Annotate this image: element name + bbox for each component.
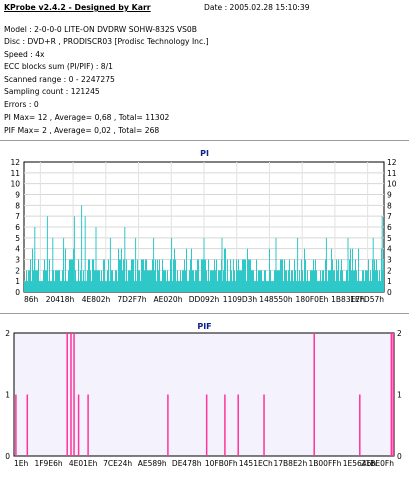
y-tick-label-left: 6 (15, 223, 20, 232)
y-tick-label-left: 5 (15, 234, 20, 243)
x-tick-label: 1B00FFh (308, 459, 341, 468)
y-tick-label-right: 2 (387, 266, 392, 275)
y-tick-label-left: 10 (10, 180, 20, 189)
ecc-line: ECC blocks sum (PI/PIF) : 8/1 (4, 62, 114, 71)
y-tick-label-left: 0 (5, 452, 10, 461)
pi-chart-panel: PI 0 0 1 1 2 2 3 3 4 4 5 5 6 6 7 7 8 8 9 9 10 10 11 11 12 12 86h 20… (0, 141, 409, 313)
x-tick-label: 1451ECh (239, 459, 273, 468)
range-line: Scanned range : 0 - 2247275 (4, 75, 115, 84)
x-tick-label: 1EFD57h (350, 295, 384, 304)
y-tick-label-left: 1 (5, 391, 10, 400)
plot-area (13, 332, 395, 457)
scan-date: Date : 2005.02.28 15:10:39 (204, 3, 310, 12)
y-tick-label-right: 7 (387, 212, 392, 221)
x-tick-label: 7D2F7h (117, 295, 146, 304)
x-tick-label: 7CE24h (103, 459, 132, 468)
y-tick-label-right: 2 (397, 329, 402, 338)
errors-line: Errors : 0 (4, 100, 39, 109)
y-tick-label-left: 8 (15, 201, 20, 210)
x-tick-label: AE020h (154, 295, 183, 304)
y-tick-label-left: 9 (15, 191, 20, 200)
pi-stats-line: PI Max= 12 , Average= 0,68 , Total= 1130… (4, 113, 170, 122)
sampling-line: Sampling count : 121245 (4, 87, 100, 96)
pif-chart-title: PIF (197, 322, 212, 331)
pi-chart-title: PI (200, 149, 209, 158)
x-tick-label: 86h (24, 295, 39, 304)
info-panel: KProbe v2.4.2 - Designed by Karr Date : … (0, 0, 409, 141)
y-tick-label-right: 11 (387, 169, 397, 178)
x-tick-label: 4E802h (82, 295, 111, 304)
app-title: KProbe v2.4.2 - Designed by Karr (4, 3, 151, 12)
y-tick-label-left: 7 (15, 212, 20, 221)
x-tick-label: 1F9E6h (34, 459, 62, 468)
x-tick-label: 180F0Eh (296, 295, 329, 304)
y-tick-label-right: 1 (387, 277, 392, 286)
x-tick-label: 1E5646h (343, 459, 377, 468)
model-line: Model : 2-0-0-0 LITE-ON DVDRW SOHW-832S … (4, 25, 197, 34)
y-tick-label-right: 5 (387, 234, 392, 243)
y-tick-label-right: 0 (397, 452, 402, 461)
y-tick-label-left: 0 (15, 288, 20, 297)
x-tick-label: 20418h (46, 295, 75, 304)
y-tick-label-right: 12 (387, 158, 397, 167)
y-tick-label-left: 1 (15, 277, 20, 286)
y-tick-label-right: 3 (387, 256, 392, 265)
y-tick-label-left: 4 (15, 245, 20, 254)
x-tick-label: 4E01Eh (69, 459, 98, 468)
separator (0, 313, 409, 314)
y-tick-label-right: 8 (387, 201, 392, 210)
x-tick-label: 10FB0Fh (205, 459, 238, 468)
separator (0, 140, 409, 141)
x-tick-label: 148550h (259, 295, 293, 304)
x-tick-label: 1109D3h (223, 295, 258, 304)
x-tick-label: DE478h (172, 459, 202, 468)
y-tick-label-left: 12 (10, 158, 20, 167)
y-tick-label-right: 0 (387, 288, 392, 297)
y-tick-label-right: 10 (387, 180, 397, 189)
y-tick-label-left: 2 (15, 266, 20, 275)
x-tick-label: 21BE0Fh (361, 459, 395, 468)
x-tick-label: 1B83E7h (331, 295, 365, 304)
pif-chart-panel: PIF 0 0 1 1 2 2 1Eh 1F9E6h 4E01Eh 7CE24h AE589h DE4… (0, 314, 409, 480)
y-tick-label-right: 4 (387, 245, 392, 254)
x-tick-label: 1Eh (14, 459, 29, 468)
pif-stats-line: PIF Max= 2 , Average= 0,02 , Total= 268 (4, 126, 160, 135)
y-tick-label-left: 11 (10, 169, 20, 178)
x-tick-label: AE589h (138, 459, 167, 468)
y-tick-label-right: 6 (387, 223, 392, 232)
x-tick-label: DD092h (189, 295, 220, 304)
x-tick-label: 17B8E2h (273, 459, 307, 468)
y-tick-label-right: 9 (387, 191, 392, 200)
y-tick-label-left: 3 (15, 256, 20, 265)
speed-line: Speed : 4x (4, 50, 45, 59)
disc-line: Disc : DVD+R , PRODISCR03 [Prodisc Techn… (4, 37, 209, 46)
y-tick-label-right: 1 (397, 391, 402, 400)
y-tick-label-left: 2 (5, 329, 10, 338)
